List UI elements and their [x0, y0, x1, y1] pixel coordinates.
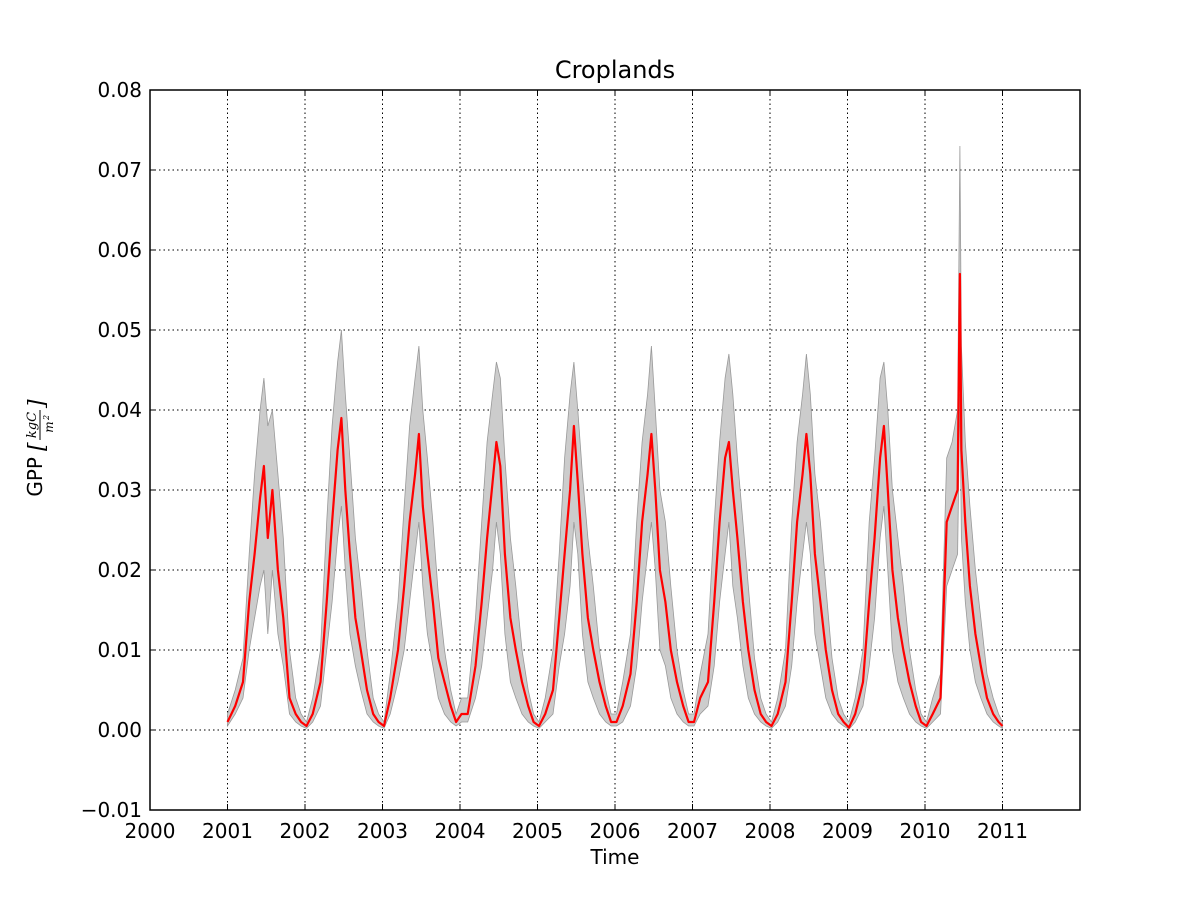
y-tick-label: 0.08: [97, 78, 142, 102]
x-tick-label: 2005: [512, 819, 563, 843]
x-tick-label: 2002: [280, 819, 331, 843]
x-tick-label: 2001: [202, 819, 253, 843]
y-tick-label: −0.01: [81, 798, 142, 822]
x-tick-label: 2011: [977, 819, 1028, 843]
x-tick-label: 2006: [590, 819, 641, 843]
series-line-group: [226, 272, 1004, 729]
y-axis-label: GPP [ kgC m 2 ]: [23, 399, 56, 497]
y-axis-unit-close-bracket: ]: [25, 399, 50, 409]
x-tick-label: 2003: [357, 819, 408, 843]
y-tick-label: 0.05: [97, 318, 142, 342]
y-tick-label: 0.06: [97, 238, 142, 262]
x-tick-label: 2008: [745, 819, 796, 843]
x-tick-label: 2004: [435, 819, 486, 843]
chart-title: Croplands: [555, 56, 675, 84]
grid: [149, 89, 1080, 811]
y-axis-unit-denominator: m: [42, 421, 56, 432]
y-axis-unit-numerator: kgC: [25, 412, 40, 438]
y-axis-label-text: GPP: [23, 457, 47, 497]
y-tick-label: 0.03: [97, 478, 142, 502]
y-tick-label: 0.00: [97, 718, 142, 742]
y-tick-label: 0.07: [97, 158, 142, 182]
y-tick-label: 0.04: [97, 398, 142, 422]
series-line: [226, 272, 1004, 729]
y-axis-unit-open-bracket: [: [25, 442, 50, 451]
x-tick-label: 2009: [822, 819, 873, 843]
x-tick-label: 2000: [125, 819, 176, 843]
uncertainty-band: [227, 145, 1003, 730]
x-tick-label: 2010: [900, 819, 951, 843]
axis-ticks: [149, 89, 1080, 811]
x-tick-labels: 2000 2001 2002 2003 2004 2005 2006 2007 2008 2009…: [125, 819, 1028, 843]
y-tick-labels: −0.01 0.00 0.01 0.02 0.03 0.04 0.05 0.06 0.07 0.0…: [81, 78, 142, 822]
y-tick-label: 0.01: [97, 638, 142, 662]
uncertainty-band-group: [227, 145, 1003, 730]
x-tick-label: 2007: [667, 819, 718, 843]
x-axis-label: Time: [590, 845, 640, 869]
y-axis-unit-exponent: 2: [42, 415, 51, 421]
y-tick-label: 0.02: [97, 558, 142, 582]
